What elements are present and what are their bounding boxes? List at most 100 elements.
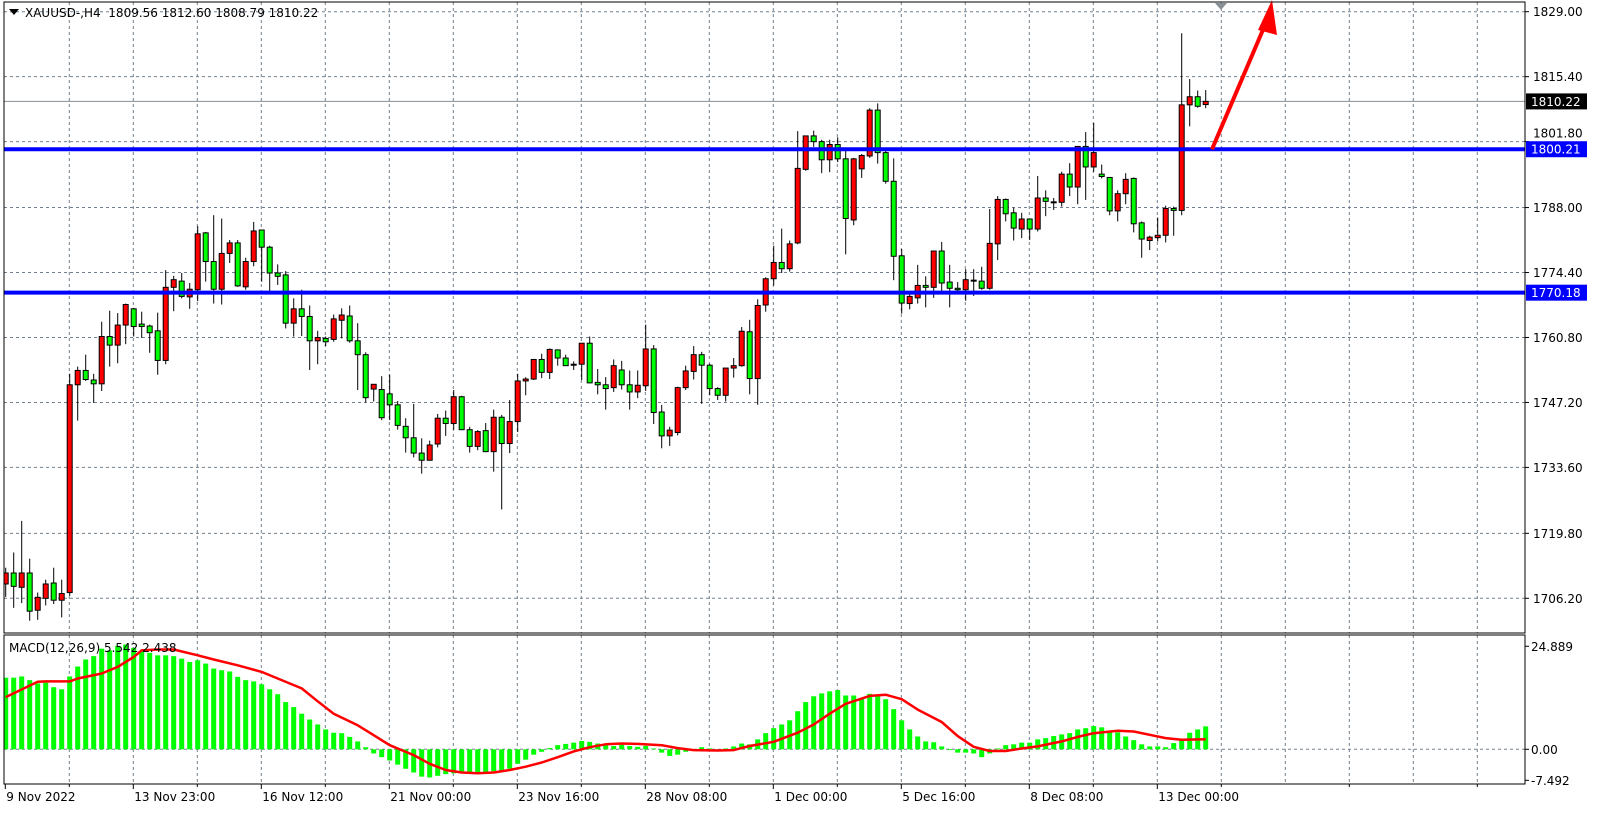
candle-bearish[interactable] [1026, 218, 1033, 230]
candle-bearish[interactable] [922, 284, 929, 288]
candle-bearish[interactable] [394, 404, 401, 426]
candle-bullish[interactable] [522, 378, 529, 382]
candle-bearish[interactable] [306, 315, 313, 342]
candle-bearish[interactable] [810, 135, 817, 143]
candle-bullish[interactable] [1090, 152, 1097, 168]
candle-bullish[interactable] [1186, 96, 1193, 106]
candle-bearish[interactable] [1194, 96, 1201, 107]
candle-bearish[interactable] [378, 389, 385, 419]
candle-bearish[interactable] [1002, 198, 1009, 215]
candle-bearish[interactable] [1066, 173, 1073, 188]
candle-bullish[interactable] [1162, 208, 1169, 236]
candle-bullish[interactable] [570, 363, 577, 366]
candle-bearish[interactable] [834, 143, 841, 160]
candle-bullish[interactable] [330, 318, 337, 340]
candle-bullish[interactable] [962, 279, 969, 291]
candle-bearish[interactable] [234, 242, 241, 287]
candle-bearish[interactable] [706, 364, 713, 390]
candle-bearish[interactable] [266, 246, 273, 274]
candle-bullish[interactable] [802, 135, 809, 170]
candle-bullish[interactable] [122, 304, 129, 326]
candle-bearish[interactable] [210, 261, 217, 290]
candle-bearish[interactable] [1138, 222, 1145, 240]
candle-bullish[interactable] [98, 336, 105, 385]
candle-bullish[interactable] [250, 230, 257, 263]
candle-bearish[interactable] [202, 232, 209, 263]
candle-bearish[interactable] [746, 331, 753, 380]
candle-bearish[interactable] [978, 280, 985, 289]
candle-bullish[interactable] [218, 252, 225, 290]
candle-bearish[interactable] [898, 255, 905, 304]
candle-bullish[interactable] [730, 365, 737, 369]
candle-bullish[interactable] [794, 167, 801, 244]
candle-bearish[interactable] [82, 369, 89, 381]
candle-bullish[interactable] [682, 370, 689, 389]
candle-bullish[interactable] [986, 242, 993, 289]
candle-bearish[interactable] [594, 381, 601, 386]
candle-bullish[interactable] [66, 384, 73, 594]
candle-bearish[interactable] [146, 325, 153, 334]
candle-bullish[interactable] [866, 109, 873, 157]
candle-bullish[interactable] [450, 396, 457, 424]
candle-bearish[interactable] [778, 261, 785, 270]
candle-bullish[interactable] [1154, 234, 1161, 239]
candle-bearish[interactable] [882, 152, 889, 182]
candle-bullish[interactable] [170, 279, 177, 288]
candle-bullish[interactable] [1114, 193, 1121, 212]
candle-bullish[interactable] [1146, 236, 1153, 242]
candle-bearish[interactable] [618, 369, 625, 386]
annotation-arrow-shaft[interactable] [1210, 17, 1270, 151]
candle-bullish[interactable] [34, 596, 41, 611]
candle-bearish[interactable] [322, 337, 329, 343]
candle-bearish[interactable] [1010, 212, 1017, 229]
candle-bearish[interactable] [498, 416, 505, 445]
candle-bearish[interactable] [954, 287, 961, 291]
candle-bullish[interactable] [474, 431, 481, 447]
candle-bearish[interactable] [562, 357, 569, 367]
dropdown-triangle-icon[interactable] [9, 9, 19, 15]
candle-bullish[interactable] [514, 380, 521, 423]
candle-bearish[interactable] [482, 430, 489, 453]
candle-bullish[interactable] [906, 295, 913, 305]
candle-bearish[interactable] [626, 384, 633, 393]
candle-bullish[interactable] [42, 583, 49, 599]
candle-bullish[interactable] [18, 572, 25, 588]
candle-bearish[interactable] [410, 437, 417, 454]
candle-bullish[interactable] [674, 387, 681, 434]
candle-bearish[interactable] [1082, 145, 1089, 168]
candle-bullish[interactable] [770, 261, 777, 280]
candle-bullish[interactable] [74, 369, 81, 386]
candle-bullish[interactable] [690, 354, 697, 372]
candle-bullish[interactable] [858, 154, 865, 170]
candle-bearish[interactable] [658, 411, 665, 437]
candle-bullish[interactable] [194, 233, 201, 291]
candle-bullish[interactable] [546, 348, 553, 373]
candle-bullish[interactable] [722, 367, 729, 396]
candle-bearish[interactable] [90, 379, 97, 385]
candle-bullish[interactable] [1202, 100, 1209, 106]
candle-bullish[interactable] [610, 365, 617, 389]
candle-bullish[interactable] [370, 383, 377, 390]
candle-bullish[interactable] [1074, 145, 1081, 188]
candle-bearish[interactable] [50, 582, 57, 601]
candle-bearish[interactable] [938, 250, 945, 284]
candle-bullish[interactable] [426, 444, 433, 461]
candle-bearish[interactable] [466, 429, 473, 447]
candle-bullish[interactable] [338, 314, 345, 321]
candle-bullish[interactable] [826, 143, 833, 161]
candle-bullish[interactable] [930, 250, 937, 288]
candle-bullish[interactable] [850, 158, 857, 221]
candle-bearish[interactable] [362, 354, 369, 399]
candle-bullish[interactable] [1018, 218, 1025, 230]
candle-bullish[interactable] [970, 279, 977, 282]
candle-bearish[interactable] [1130, 177, 1137, 225]
candle-bullish[interactable] [994, 198, 1001, 245]
candle-bearish[interactable] [874, 109, 881, 154]
candle-bullish[interactable] [58, 593, 65, 601]
candle-bullish[interactable] [242, 261, 249, 288]
candle-bullish[interactable] [114, 324, 121, 346]
candle-bearish[interactable] [258, 229, 265, 248]
candle-bullish[interactable] [578, 342, 585, 365]
candle-bullish[interactable] [490, 416, 497, 453]
